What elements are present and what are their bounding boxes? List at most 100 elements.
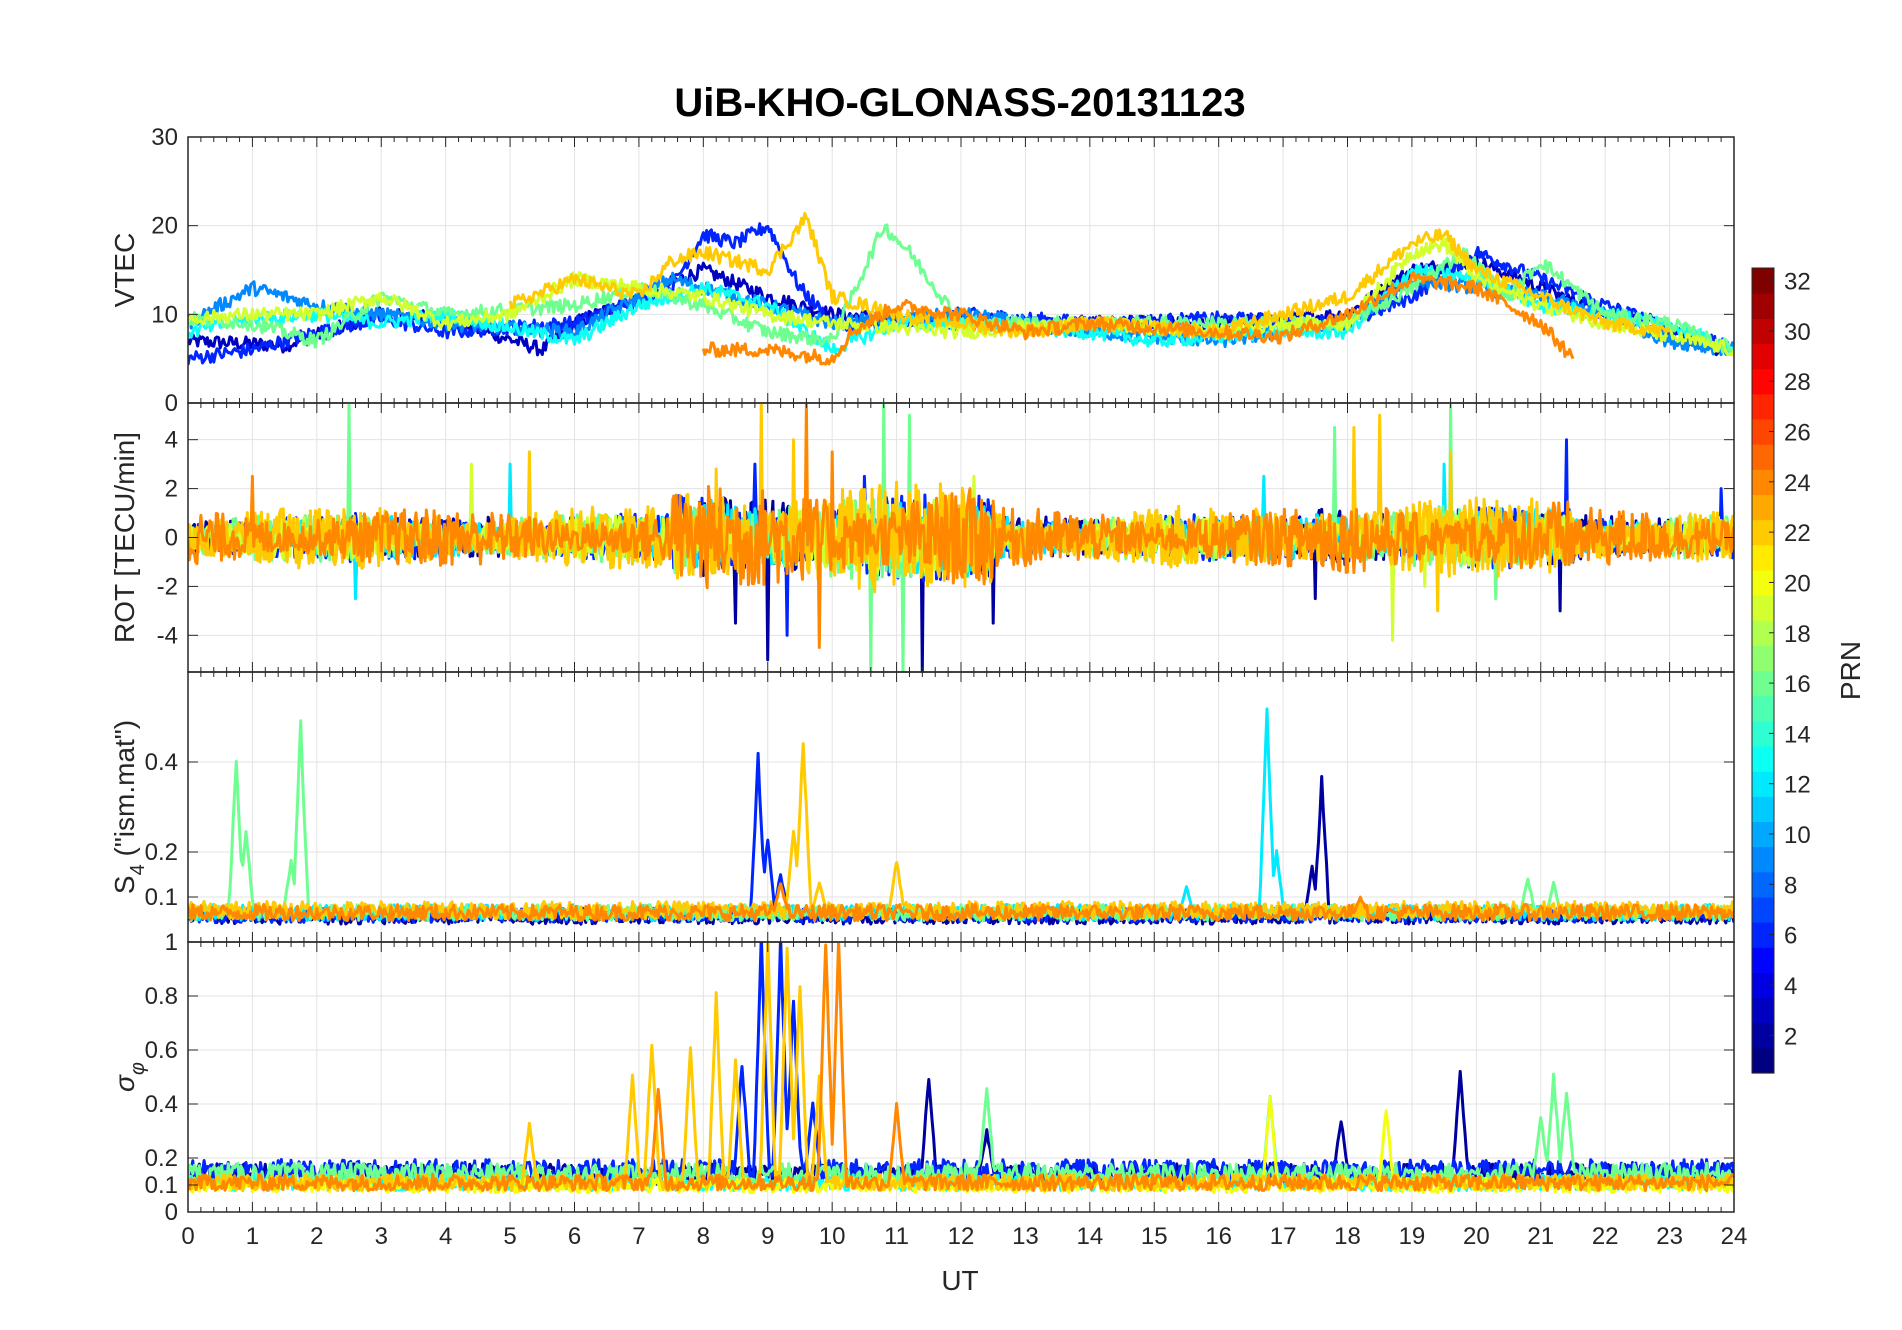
y-tick-label: 0 xyxy=(165,525,178,552)
series-prn-16 xyxy=(188,1072,1734,1186)
x-tick-label: 15 xyxy=(1141,1223,1168,1250)
colorbar-segment xyxy=(1752,393,1774,420)
colorbar-tick-label: 20 xyxy=(1784,570,1811,597)
panel-vtec: 0 10 20 30 VTEC xyxy=(109,124,1735,417)
x-tick-label: 20 xyxy=(1463,1223,1490,1250)
panel-rot-ylabel: ROT [TECU/min] xyxy=(109,432,140,643)
colorbar-segment xyxy=(1752,469,1774,496)
colorbar-tick-label: 32 xyxy=(1784,269,1811,296)
colorbar-label: PRN xyxy=(1835,641,1866,700)
colorbar-tick-label: 18 xyxy=(1784,621,1811,648)
x-tick-label: 13 xyxy=(1012,1223,1039,1250)
colorbar-segment xyxy=(1752,343,1774,370)
panel-vtec-ylabel: VTEC xyxy=(109,233,140,308)
y-tick-label: 0.2 xyxy=(145,1145,178,1172)
x-tick-label: 18 xyxy=(1334,1223,1361,1250)
colorbar-segment xyxy=(1752,569,1774,596)
colorbar-tick-label: 10 xyxy=(1784,822,1811,849)
panel-vtec-series xyxy=(188,211,1734,366)
x-tick-label: 9 xyxy=(761,1223,774,1250)
colorbar-segment xyxy=(1752,293,1774,319)
colorbar-segment xyxy=(1752,972,1774,999)
colorbar-tick-label: 4 xyxy=(1784,973,1797,1000)
x-tick-label: 2 xyxy=(310,1223,323,1250)
colorbar-segment xyxy=(1752,595,1774,621)
panel-s4-series xyxy=(188,707,1734,926)
colorbar-tick-label: 30 xyxy=(1784,319,1811,346)
x-axis: 0 1 2 3 4 5 6 7 8 9 10 11 12 13 14 15 16 17 18 19 20 21 22 23 24 xyxy=(181,1223,1747,1250)
y-tick-label: 0.1 xyxy=(145,884,178,911)
panel-s4-ylabel: S4 ("ism.mat") xyxy=(109,720,149,894)
colorbar-tick-label: 28 xyxy=(1784,369,1811,396)
y-tick-label: 0.6 xyxy=(145,1037,178,1064)
colorbar-segment xyxy=(1752,494,1774,521)
x-axis-label: UT xyxy=(941,1265,978,1296)
y-tick-label: 20 xyxy=(151,213,178,240)
x-tick-label: 7 xyxy=(632,1223,645,1250)
series-prn-24 xyxy=(188,403,1734,649)
series-prn-24 xyxy=(701,271,1575,366)
colorbar-tick-label: 2 xyxy=(1784,1023,1797,1050)
colorbar-segment xyxy=(1752,670,1774,697)
x-tick-label: 12 xyxy=(948,1223,975,1250)
y-tick-label: 4 xyxy=(165,427,178,454)
colorbar-segment xyxy=(1752,720,1774,747)
colorbar-segment xyxy=(1752,544,1774,571)
panel-sigma-ticks: 00.10.2 0.4 0.6 0.8 1 xyxy=(145,929,1735,1226)
colorbar-segment xyxy=(1752,821,1774,848)
panel-rot-series xyxy=(188,403,1734,672)
colorbar-tick-label: 6 xyxy=(1784,923,1797,950)
colorbar-tick-label: 26 xyxy=(1784,420,1811,447)
colorbar-segment xyxy=(1752,620,1774,646)
colorbar-segment xyxy=(1752,519,1774,546)
colorbar-segment xyxy=(1752,1022,1774,1049)
y-tick-label: -4 xyxy=(157,622,178,649)
colorbar-tick-label: 12 xyxy=(1784,772,1811,799)
x-tick-label: 24 xyxy=(1721,1223,1748,1250)
x-tick-label: 8 xyxy=(697,1223,710,1250)
colorbar-segment xyxy=(1752,695,1774,722)
x-tick-label: 17 xyxy=(1270,1223,1297,1250)
colorbar-segment xyxy=(1752,745,1774,772)
y-tick-label: 0.8 xyxy=(145,983,178,1010)
panel-rot-ticks: -4 -2 0 2 4 xyxy=(157,403,1735,672)
x-tick-label: 6 xyxy=(568,1223,581,1250)
panel-s4-ticks: 0.1 0.2 0.4 xyxy=(145,672,1735,942)
colorbar-segment xyxy=(1752,796,1774,823)
x-tick-label: 19 xyxy=(1399,1223,1426,1250)
colorbar-tick-label: 22 xyxy=(1784,520,1811,547)
x-tick-label: 4 xyxy=(439,1223,452,1250)
panel-vtec-ticks: 0 10 20 30 xyxy=(151,124,1735,417)
x-tick-label: 16 xyxy=(1205,1223,1232,1250)
y-tick-label: 0.4 xyxy=(145,1091,178,1118)
chart-title: UiB-KHO-GLONASS-20131123 xyxy=(674,81,1245,125)
colorbar-segment xyxy=(1752,1047,1774,1074)
x-tick-label: 3 xyxy=(375,1223,388,1250)
y-tick-label: 10 xyxy=(151,301,178,328)
y-tick-label: 2 xyxy=(165,476,178,503)
panel-rot: -4 -2 0 2 4 ROT [TECU/min] xyxy=(109,402,1735,673)
colorbar-tick-label: 8 xyxy=(1784,872,1797,899)
colorbar-segment xyxy=(1752,871,1774,898)
colorbar-segment xyxy=(1752,922,1774,948)
series-prn-24 xyxy=(188,882,1734,923)
x-tick-label: 14 xyxy=(1076,1223,1103,1250)
x-tick-label: 23 xyxy=(1656,1223,1683,1250)
x-tick-label: 11 xyxy=(884,1223,909,1250)
colorbar-segment xyxy=(1752,645,1774,672)
y-tick-label: 0.1 xyxy=(145,1172,178,1199)
colorbar-segment xyxy=(1752,997,1774,1024)
colorbar-segment xyxy=(1752,846,1774,873)
panel-s4: 0.1 0.2 0.4S4 ("ism.mat") xyxy=(109,671,1735,943)
x-tick-label: 21 xyxy=(1527,1223,1554,1250)
panel-sigma-ylabel: σφ xyxy=(109,1062,149,1092)
series-prn-24 xyxy=(188,942,1734,1193)
y-tick-label: 0 xyxy=(165,1199,178,1226)
y-tick-label: 0.4 xyxy=(145,749,178,776)
y-tick-label: 0.2 xyxy=(145,839,178,866)
y-tick-label: 1 xyxy=(165,929,178,956)
colorbar-tick-label: 24 xyxy=(1784,470,1811,497)
